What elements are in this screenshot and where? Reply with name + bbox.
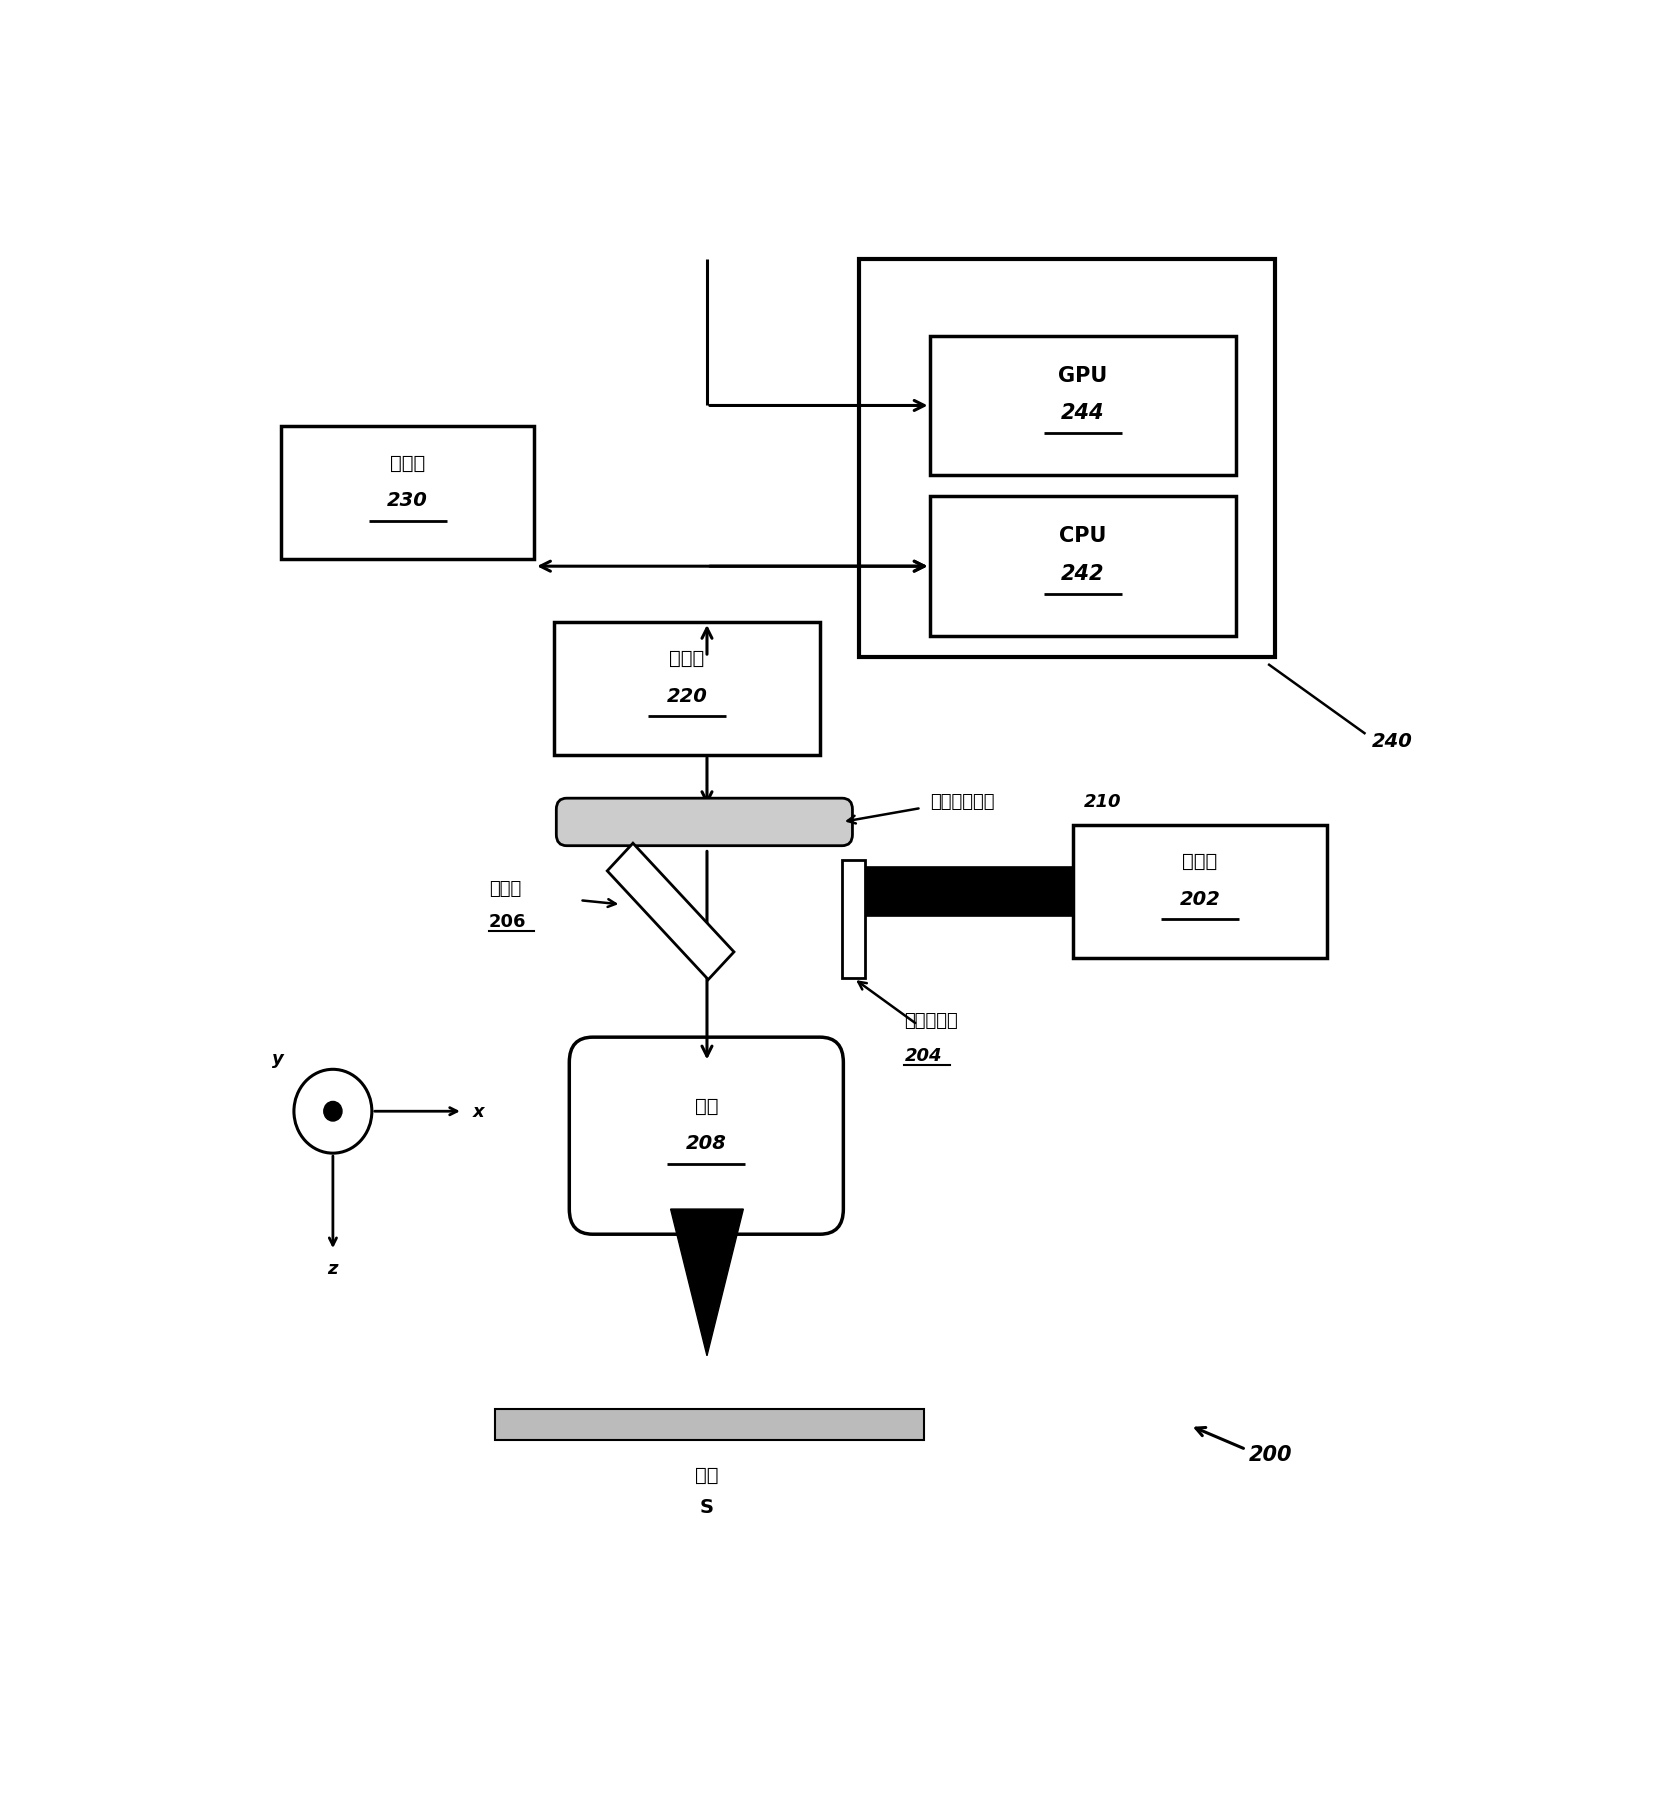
FancyBboxPatch shape bbox=[930, 336, 1235, 475]
Text: 230: 230 bbox=[387, 492, 427, 510]
Text: 200: 200 bbox=[1249, 1444, 1292, 1464]
Text: z: z bbox=[327, 1259, 339, 1277]
Text: 244: 244 bbox=[1061, 403, 1104, 423]
Text: 220: 220 bbox=[667, 686, 707, 706]
FancyBboxPatch shape bbox=[607, 844, 734, 980]
Text: 分色镜: 分色镜 bbox=[489, 880, 521, 898]
Text: 检测器: 检测器 bbox=[669, 649, 704, 668]
FancyBboxPatch shape bbox=[282, 426, 535, 561]
FancyBboxPatch shape bbox=[930, 497, 1235, 637]
Polygon shape bbox=[670, 1210, 744, 1357]
Text: x: x bbox=[473, 1103, 484, 1121]
FancyBboxPatch shape bbox=[570, 1038, 843, 1235]
Text: 存储器: 存储器 bbox=[391, 454, 426, 472]
Text: 激光器: 激光器 bbox=[1182, 851, 1217, 871]
Text: 240: 240 bbox=[1373, 733, 1413, 751]
FancyBboxPatch shape bbox=[496, 1409, 923, 1440]
FancyBboxPatch shape bbox=[860, 259, 1275, 658]
FancyBboxPatch shape bbox=[556, 798, 853, 845]
Circle shape bbox=[323, 1101, 342, 1121]
Text: S: S bbox=[701, 1497, 714, 1517]
Text: 242: 242 bbox=[1061, 564, 1104, 584]
FancyBboxPatch shape bbox=[1073, 825, 1327, 958]
Text: 物镜: 物镜 bbox=[694, 1096, 717, 1116]
Text: GPU: GPU bbox=[1058, 366, 1108, 386]
Text: 208: 208 bbox=[685, 1134, 727, 1152]
FancyBboxPatch shape bbox=[841, 860, 865, 980]
Text: 标本: 标本 bbox=[696, 1466, 719, 1484]
Text: CPU: CPU bbox=[1059, 526, 1106, 546]
Text: 发射滤光片，: 发射滤光片， bbox=[930, 793, 996, 811]
FancyBboxPatch shape bbox=[553, 622, 820, 755]
Text: 激发滤光片: 激发滤光片 bbox=[905, 1012, 959, 1030]
Text: y: y bbox=[273, 1050, 285, 1067]
Text: 206: 206 bbox=[489, 912, 526, 931]
Text: 210: 210 bbox=[1084, 793, 1121, 811]
Text: 202: 202 bbox=[1180, 889, 1220, 909]
Text: 204: 204 bbox=[905, 1047, 942, 1065]
